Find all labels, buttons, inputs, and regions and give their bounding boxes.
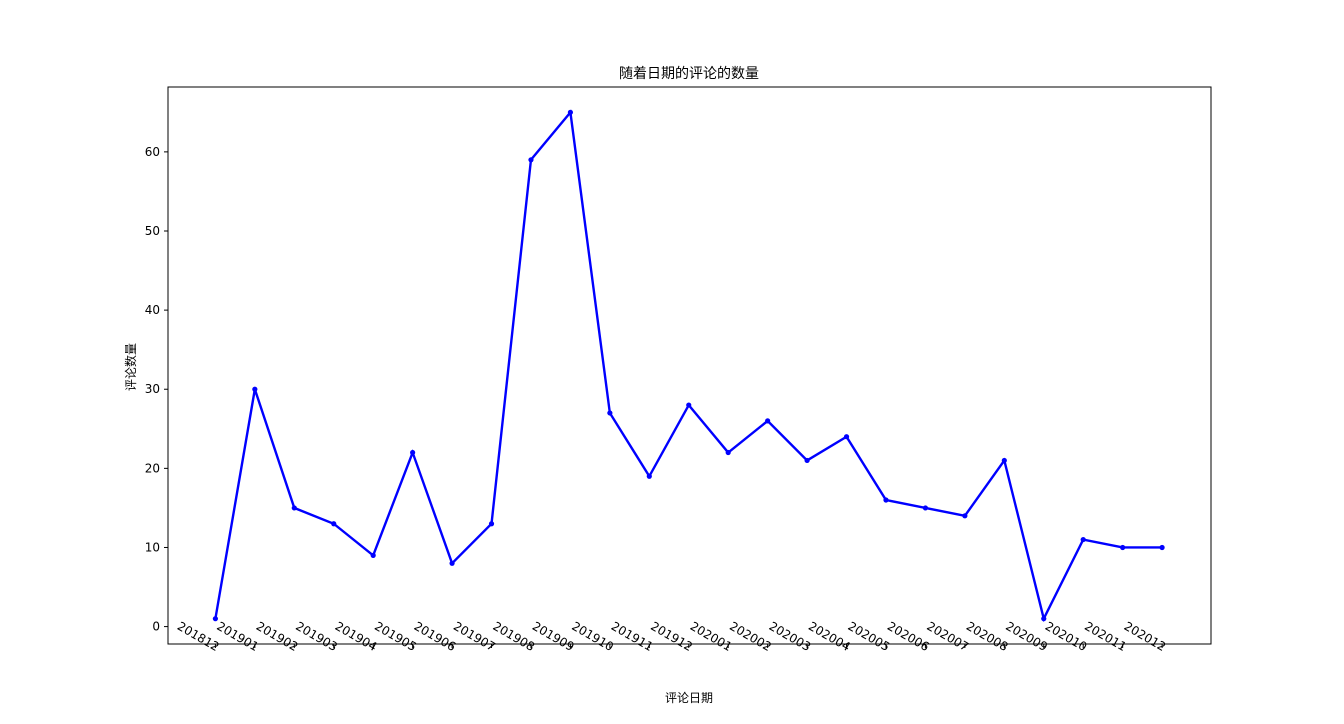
x-tick-label: 202005 [845,619,892,654]
data-point [528,157,534,163]
y-tick-label: 30 [145,382,160,396]
data-point [488,521,495,527]
y-tick-label: 10 [145,540,160,554]
y-tick-label: 20 [145,461,160,475]
x-tick-label: 202010 [1043,619,1090,654]
x-tick-label: 201912 [648,619,695,654]
data-point [449,560,455,566]
data-point [646,473,652,479]
x-tick-label: 202011 [1082,619,1129,654]
data-point [843,434,850,440]
x-tick-label: 202008 [964,619,1011,654]
data-point [607,410,613,416]
y-tick-label: 50 [145,224,160,238]
chart-title: 随着日期的评论的数量 [619,66,759,82]
data-point [804,457,810,464]
data-point [291,505,297,511]
x-tick-label: 201909 [530,619,577,654]
x-axis-title: 评论日期 [665,691,713,705]
x-tick-label: 202002 [727,619,774,654]
x-tick-label: 201905 [372,619,419,654]
x-tick-label: 202009 [1003,619,1050,654]
x-tick-label: 202007 [924,619,971,654]
x-tick-label: 201812 [175,619,222,654]
x-tick-label: 201906 [412,619,459,654]
data-point [922,505,929,511]
plot-area: 0102030405060201812201901201902201903201… [145,86,1212,654]
data-point [331,521,337,527]
data-point [567,109,574,115]
x-tick-label: 201904 [333,619,380,654]
x-tick-label: 201910 [569,619,616,654]
x-tick-label: 201903 [293,619,340,654]
y-tick-label: 40 [145,303,160,317]
x-tick-label: 202006 [885,619,932,654]
data-point [962,513,968,519]
data-point [1120,544,1126,551]
data-point [370,552,376,558]
data-point [1159,544,1165,551]
x-tick-label: 202001 [688,619,735,654]
x-tick-label: 201902 [254,619,301,654]
data-point [883,497,889,503]
data-point [725,449,731,456]
plot-frame [167,86,1212,645]
data-point [1041,616,1047,622]
series-line [214,109,1163,623]
x-tick-label: 202004 [806,619,853,654]
y-tick-label: 60 [145,145,160,159]
x-tick-label: 201908 [490,619,537,654]
data-point [212,616,218,622]
x-tick-label: 201901 [214,619,261,654]
x-tick-label: 201907 [451,619,498,654]
data-point [765,418,771,424]
data-point [1001,457,1007,464]
x-tick-label: 202003 [767,619,814,654]
data-point [252,386,258,392]
data-point [686,402,692,408]
y-axis-title: 评论数量 [123,343,138,391]
x-tick-label: 201911 [609,619,656,654]
y-tick-label: 0 [152,620,160,634]
data-point [1080,536,1086,543]
data-point [410,449,416,456]
x-tick-label: 202012 [1122,619,1169,654]
